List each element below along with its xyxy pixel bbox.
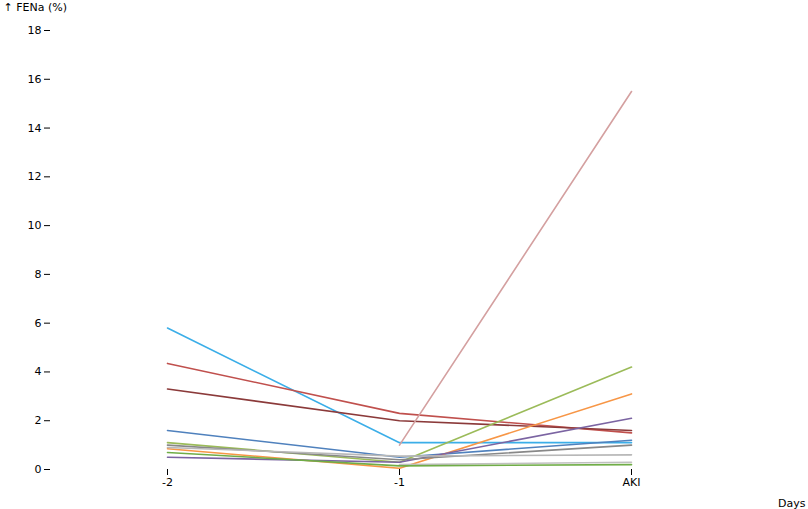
svg-text:↑ FENa (%): ↑ FENa (%) xyxy=(4,1,68,14)
svg-text:8: 8 xyxy=(35,268,42,281)
svg-text:-2: -2 xyxy=(162,476,173,489)
svg-text:10: 10 xyxy=(28,219,42,232)
svg-text:18: 18 xyxy=(28,24,42,37)
svg-text:16: 16 xyxy=(28,73,42,86)
svg-text:12: 12 xyxy=(28,170,42,183)
svg-text:Days: Days xyxy=(778,497,806,509)
svg-text:0: 0 xyxy=(35,463,42,476)
svg-text:2: 2 xyxy=(35,414,42,427)
svg-text:AKI: AKI xyxy=(623,476,641,489)
svg-text:14: 14 xyxy=(28,122,42,135)
svg-text:-1: -1 xyxy=(394,476,405,489)
svg-text:4: 4 xyxy=(35,365,42,378)
svg-text:6: 6 xyxy=(35,317,42,330)
